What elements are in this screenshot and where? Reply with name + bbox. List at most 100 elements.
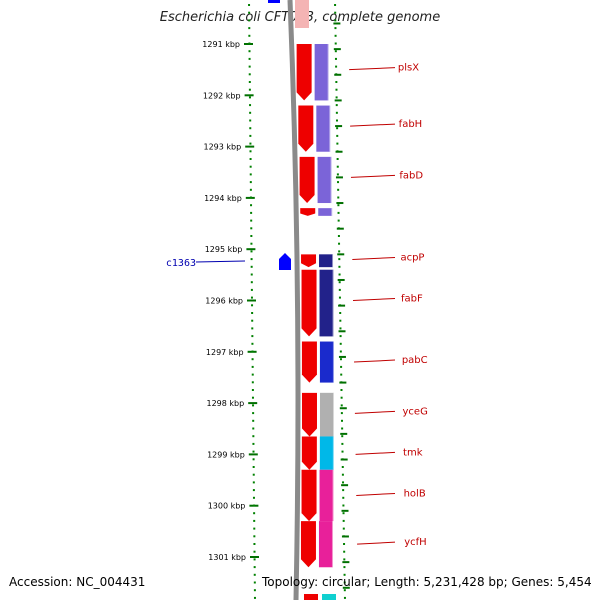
gene-block-plsX bbox=[314, 44, 329, 101]
ruler-dot bbox=[335, 96, 338, 99]
ruler-dot bbox=[343, 550, 346, 553]
ruler-dot bbox=[337, 204, 340, 207]
ruler-dot bbox=[342, 527, 345, 530]
ruler-dot bbox=[343, 558, 346, 561]
ruler-dot bbox=[252, 427, 255, 430]
accession-text: Accession: NC_004431 bbox=[9, 575, 146, 589]
ruler-dot bbox=[253, 573, 256, 576]
ruler-dot bbox=[248, 50, 251, 53]
ruler-dot bbox=[342, 504, 345, 507]
ruler-dot bbox=[248, 57, 251, 60]
ruler-dot bbox=[253, 558, 256, 561]
ruler-dot bbox=[251, 350, 254, 353]
ruler-dot bbox=[339, 358, 342, 361]
gene-label-fabH: fabH bbox=[399, 119, 423, 130]
ruler-dot bbox=[343, 596, 346, 599]
gene-block-edge bbox=[332, 341, 335, 383]
gene-block-ycfH bbox=[318, 521, 333, 568]
ruler-dot bbox=[251, 381, 254, 384]
gene-block-holB bbox=[319, 469, 334, 522]
ruler-dot bbox=[339, 312, 342, 314]
ruler-dot bbox=[253, 566, 256, 569]
ruler-dot bbox=[252, 489, 255, 492]
ruler-dot bbox=[341, 442, 344, 445]
ruler-dot bbox=[249, 165, 252, 168]
gene-block-pabC bbox=[319, 341, 334, 383]
ruler-tick-label: 1299 kbp bbox=[207, 450, 245, 459]
ruler-dot bbox=[253, 535, 256, 538]
label-leader-line bbox=[356, 492, 396, 496]
ruler-dot bbox=[250, 288, 253, 291]
gene-label-fabF: fabF bbox=[401, 294, 423, 305]
genome-backbone bbox=[287, 0, 301, 600]
ruler-dot bbox=[248, 73, 251, 76]
ruler-dot bbox=[249, 111, 252, 114]
gene-block-yceG bbox=[319, 392, 334, 437]
ruler-tick-label: 1301 kbp bbox=[208, 553, 246, 562]
ruler-dot bbox=[339, 335, 342, 338]
ruler-dot bbox=[248, 65, 251, 68]
ruler-tick-label: 1298 kbp bbox=[206, 399, 244, 408]
label-leader-line bbox=[352, 298, 396, 301]
ruler-dot bbox=[249, 142, 252, 145]
ruler-dot bbox=[340, 365, 343, 368]
genome-info-text: Topology: circular; Length: 5,231,428 bp… bbox=[262, 575, 592, 589]
ruler-dot bbox=[252, 412, 255, 415]
label-leader-line bbox=[352, 256, 396, 260]
ruler-dot bbox=[335, 104, 338, 107]
ruler-dot bbox=[250, 273, 253, 276]
ruler-dots bbox=[248, 4, 350, 599]
ruler-dot bbox=[249, 104, 252, 107]
ruler-dot bbox=[342, 496, 345, 499]
gene-block-fabD bbox=[317, 156, 332, 204]
ruler-dot bbox=[248, 88, 251, 91]
label-leader-line bbox=[350, 174, 396, 178]
ruler-dot bbox=[253, 596, 256, 599]
gene-track bbox=[268, 0, 336, 600]
c1363-leader-line bbox=[195, 260, 246, 263]
ruler-dot bbox=[250, 227, 253, 230]
ruler-dot bbox=[248, 34, 251, 37]
gene-block-edge bbox=[329, 105, 332, 152]
ruler-dot bbox=[339, 342, 342, 345]
gene-block-edge bbox=[332, 392, 335, 437]
gene-block-edge bbox=[332, 254, 335, 268]
ruler-dot bbox=[252, 419, 255, 422]
ruler-dot bbox=[251, 365, 254, 368]
ruler-dot bbox=[334, 27, 337, 30]
ruler-dot bbox=[338, 265, 341, 268]
c1363-arrow bbox=[279, 253, 291, 271]
ruler-dot bbox=[337, 219, 340, 222]
ruler-dot bbox=[248, 19, 251, 22]
gene-arrow-tmk bbox=[301, 436, 317, 470]
ruler-dot bbox=[342, 481, 345, 484]
ruler-tick-label: 1294 kbp bbox=[204, 194, 242, 203]
gene-label-ycfH: ycfH bbox=[404, 537, 426, 548]
ruler-dot bbox=[252, 442, 255, 445]
ruler-dot bbox=[250, 265, 253, 268]
ruler-dot bbox=[251, 342, 254, 345]
ruler-dot bbox=[334, 34, 337, 37]
ruler-dot bbox=[253, 589, 256, 592]
gene-arrow-fabF bbox=[301, 269, 317, 337]
ruler-dot bbox=[252, 466, 255, 468]
gene-arrow-yceG bbox=[301, 392, 317, 437]
ruler-dot bbox=[336, 173, 339, 176]
gene-label-plsX: plsX bbox=[398, 63, 419, 74]
ruler-tick-label: 1296 kbp bbox=[205, 297, 243, 306]
ruler-dot bbox=[248, 81, 251, 83]
ruler-dot bbox=[339, 327, 342, 330]
ruler-dot bbox=[335, 88, 338, 91]
c1363-feature: c1363 bbox=[166, 253, 291, 271]
ruler-dot bbox=[338, 250, 341, 253]
ruler-dot bbox=[253, 512, 256, 515]
ruler-dot bbox=[340, 396, 343, 399]
ruler-dot bbox=[340, 412, 343, 415]
gene-block-edge bbox=[330, 156, 333, 204]
ruler-dot bbox=[334, 19, 337, 22]
ruler-dot bbox=[249, 134, 252, 137]
kbp-ruler: 1291 kbp 1292 kbp 1293 kbp 1294 kbp 1295 kbp… bbox=[202, 40, 259, 562]
ruler-dot bbox=[252, 458, 255, 461]
ruler-dot bbox=[337, 211, 340, 214]
ruler-dot bbox=[338, 296, 341, 299]
